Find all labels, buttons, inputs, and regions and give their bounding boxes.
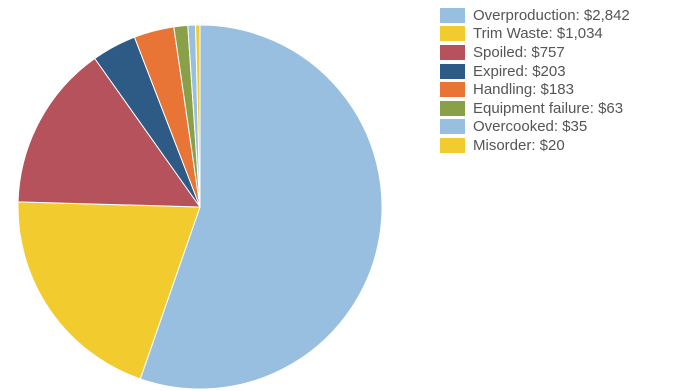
legend-item-equipment-failure[interactable]: Equipment failure: $63 — [440, 99, 680, 118]
legend-item-overproduction[interactable]: Overproduction: $2,842 — [440, 6, 680, 25]
pie-slice-misorder[interactable] — [195, 24, 201, 208]
legend-label-trim-waste: Trim Waste: $1,034 — [473, 25, 603, 43]
pie-slice-overproduction[interactable] — [139, 24, 383, 390]
legend-swatch-handling — [440, 82, 465, 98]
legend-label-equipment-failure: Equipment failure: $63 — [473, 99, 624, 117]
legend-swatch-overcooked — [440, 119, 465, 135]
legend-swatch-trim-waste — [440, 26, 465, 42]
legend-label-spoiled: Spoiled: $757 — [473, 43, 565, 61]
legend-item-handling[interactable]: Handling: $183 — [440, 80, 680, 99]
legend-swatch-spoiled — [440, 44, 465, 60]
legend-item-trim-waste[interactable]: Trim Waste: $1,034 — [440, 25, 680, 44]
legend-label-expired: Expired: $203 — [473, 62, 566, 80]
legend: Overproduction: $2,842 Trim Waste: $1,03… — [440, 6, 680, 155]
pie-slice-trim-waste[interactable] — [17, 201, 201, 380]
legend-item-overcooked[interactable]: Overcooked: $35 — [440, 118, 680, 137]
legend-swatch-expired — [440, 63, 465, 79]
legend-swatch-equipment-failure — [440, 100, 465, 116]
legend-label-misorder: Misorder: $20 — [473, 136, 565, 154]
legend-label-overproduction: Overproduction: $2,842 — [473, 6, 630, 24]
legend-item-misorder[interactable]: Misorder: $20 — [440, 136, 680, 155]
legend-item-expired[interactable]: Expired: $203 — [440, 62, 680, 81]
legend-swatch-misorder — [440, 137, 465, 153]
legend-swatch-overproduction — [440, 7, 465, 23]
legend-label-handling: Handling: $183 — [473, 81, 574, 99]
legend-label-overcooked: Overcooked: $35 — [473, 118, 588, 136]
pie-slice-spoiled[interactable] — [17, 58, 201, 208]
legend-item-spoiled[interactable]: Spoiled: $757 — [440, 43, 680, 62]
